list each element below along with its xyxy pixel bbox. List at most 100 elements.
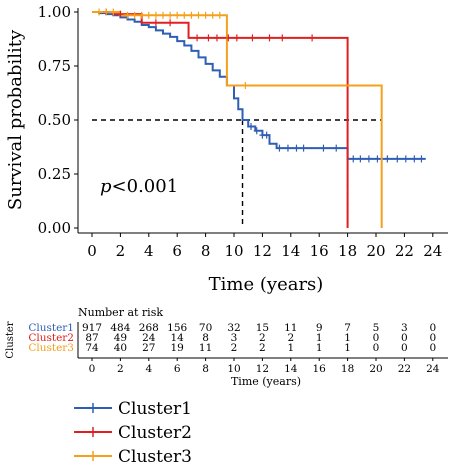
risk-count-cluster3: 11 [199,342,212,354]
risk-x-tick-label: 12 [256,363,269,375]
censor-mark-cluster1 [293,144,300,152]
risk-x-tick-label: 2 [117,363,124,375]
risk-count-cluster2: 14 [171,332,185,344]
risk-count-cluster2: 1 [344,332,351,344]
censor-mark-cluster3 [202,11,209,19]
x-ticks: 0 2 4 6 8 10 12 14 16 18 20 22 24 [87,233,442,260]
censor-mark-cluster1 [374,155,381,163]
risk-x-tick-label: 0 [89,363,96,375]
risk-count-cluster3: 0 [429,342,436,354]
censor-mark-cluster3 [124,11,131,19]
legend-label-cluster2: Cluster2 [118,423,192,443]
risk-x-tick-label: 24 [426,363,440,375]
risk-count-cluster1: 3 [401,322,408,334]
censor-mark-cluster3 [167,11,174,19]
censor-mark-cluster3 [152,11,159,19]
risk-count-cluster3: 74 [85,342,99,354]
p-value-text: <0.001 [112,176,179,197]
risk-count-cluster3: 1 [287,342,294,354]
legend-censor-mark-cluster1 [89,403,97,413]
risk-table-title: Number at risk [78,306,163,319]
censor-mark-cluster1 [284,144,291,152]
risk-x-tick-label: 8 [202,363,209,375]
risk-count-cluster1: 70 [199,322,212,334]
x-tick-label: 10 [224,242,243,260]
censor-mark-cluster1 [350,155,357,163]
y-tick-label: 0.50 [38,111,71,129]
x-tick-label: 16 [310,242,329,260]
risk-count-cluster2: 2 [259,332,266,344]
risk-count-cluster1: 268 [139,322,159,334]
risk-row-label-cluster2: Cluster2 [28,332,74,344]
censor-mark-cluster2 [266,34,273,42]
risk-count-cluster1: 9 [316,322,323,334]
risk-count-cluster1: 484 [110,322,130,334]
risk-table-x-ticks: 0 2 4 6 8 10 12 14 16 18 20 22 24 [89,358,440,375]
censor-mark-cluster1 [384,155,391,163]
risk-count-cluster3: 27 [142,342,155,354]
censor-mark-cluster3 [174,11,181,19]
censor-mark-cluster2 [152,19,159,27]
censor-mark-cluster2 [167,19,174,27]
censor-mark-cluster3 [160,11,166,19]
censor-mark-cluster2 [309,34,316,42]
risk-count-cluster1: 11 [284,322,297,334]
x-axis-label: Time (years) [209,274,324,295]
censor-mark-cluster1 [365,155,372,163]
risk-count-cluster2: 8 [202,332,209,344]
risk-x-tick-label: 22 [398,363,411,375]
risk-count-cluster1: 7 [344,322,351,334]
risk-count-cluster1: 15 [256,322,269,334]
median-lines [92,119,383,228]
censor-mark-cluster3 [195,11,202,19]
legend-label-cluster3: Cluster3 [118,447,192,467]
censor-mark-cluster1 [300,144,307,152]
y-tick-label: 1.00 [38,3,71,21]
risk-count-cluster2: 1 [316,332,323,344]
censor-mark-cluster2 [213,34,220,42]
censor-mark-cluster3 [131,11,138,19]
legend-censor-mark-cluster3 [89,451,97,461]
risk-table-rows: Cluster1 917 484 268 156 70 32 15 11 9 7 5 3 0Cluster… [28,322,436,354]
risk-table: Number at risk Cluster Cluster1 917 484 268… [5,306,448,388]
censor-mark-cluster1 [418,155,425,163]
risk-x-tick-label: 4 [145,363,152,375]
risk-count-cluster2: 3 [231,332,238,344]
risk-count-cluster3: 1 [316,342,323,354]
censor-mark-cluster3 [188,11,195,19]
censor-mark-cluster1 [411,155,418,163]
x-tick-label: 4 [144,242,154,260]
risk-x-tick-label: 6 [174,363,181,375]
risk-count-cluster2: 0 [401,332,408,344]
legend-label-cluster1: Cluster1 [118,399,192,419]
risk-count-cluster1: 917 [82,322,102,334]
y-tick-label: 0.25 [38,165,71,183]
risk-x-tick-label: 18 [341,363,354,375]
x-tick-label: 2 [116,242,126,260]
censor-marks [96,8,425,163]
risk-count-cluster1: 32 [227,322,240,334]
risk-count-cluster1: 5 [373,322,380,334]
risk-count-cluster1: 156 [167,322,187,334]
risk-x-tick-label: 14 [284,363,298,375]
x-tick-label: 24 [423,242,442,260]
risk-count-cluster3: 1 [344,342,351,354]
legend: Cluster1 Cluster2 Cluster3 [74,399,192,467]
km-plot: 0.000.250.500.751.00 0 2 4 6 8 10 12 14 16 18 20 22… [5,3,448,295]
risk-count-cluster3: 0 [373,342,380,354]
risk-count-cluster3: 2 [259,342,266,354]
risk-count-cluster2: 2 [287,332,294,344]
censor-mark-cluster1 [333,144,340,152]
risk-count-cluster3: 2 [231,342,238,354]
risk-table-ylabel: Cluster [5,321,16,358]
censor-mark-cluster1 [394,155,401,163]
censor-mark-cluster2 [233,34,240,42]
censor-mark-cluster3 [110,8,117,16]
risk-count-cluster3: 40 [114,342,127,354]
censor-mark-cluster3 [209,11,216,19]
risk-count-cluster2: 87 [85,332,98,344]
risk-count-cluster1: 0 [429,322,436,334]
censor-mark-cluster3 [138,11,145,19]
p-value-annotation: p<0.001 [100,176,178,197]
